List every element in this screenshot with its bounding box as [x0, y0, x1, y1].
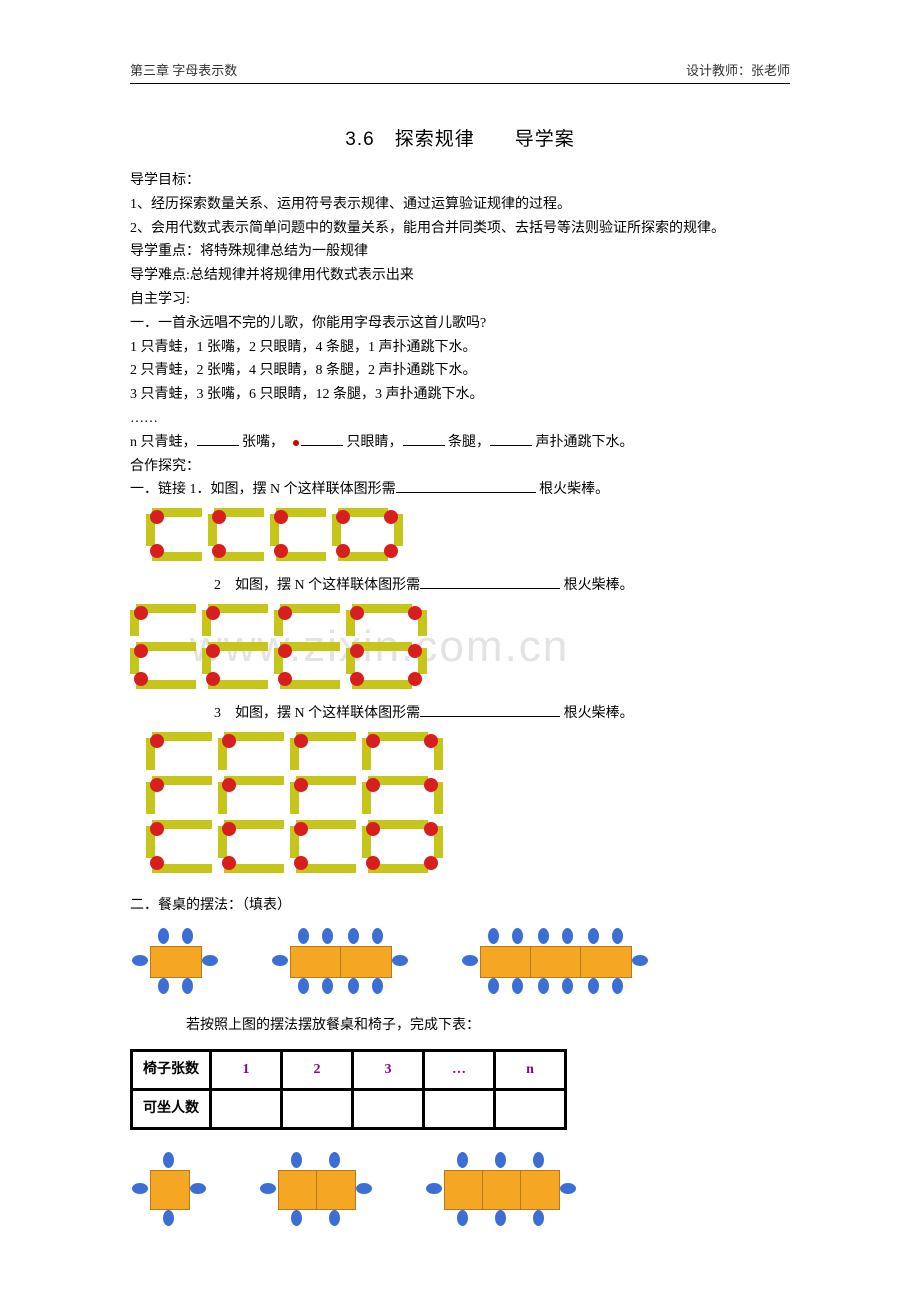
table-cell	[282, 1090, 353, 1129]
blank	[396, 478, 536, 493]
song-line-n: n 只青蛙， 张嘴， 只眼睛， 条腿， 声扑通跳下水。	[130, 431, 790, 455]
songn-a: n 只青蛙，	[130, 435, 197, 450]
table-cell: 3	[353, 1051, 424, 1090]
link1-b: 根火柴棒。	[539, 482, 609, 497]
difficulty: 导学难点:总结规律并将规律用代数式表示出来	[130, 264, 790, 288]
goal-1: 1、经历探索数量关系、运用符号表示规律、通过运算验证规律的过程。	[130, 193, 790, 217]
table-row: 可坐人数	[132, 1090, 566, 1129]
table-cell: 1	[211, 1051, 282, 1090]
link1: 一．链接 1．如图，摆 N 个这样联体图形需 根火柴棒。	[130, 478, 790, 502]
page: 第三章 字母表示数 设计教师：张老师 3.6 探索规律 导学案 导学目标： 1、…	[0, 0, 920, 1286]
songn-b: 张嘴，	[242, 435, 291, 450]
songn-d: 条腿，	[448, 435, 490, 450]
matchstick-figure-2	[130, 604, 790, 696]
table-cell	[495, 1090, 566, 1129]
header-left: 第三章 字母表示数	[130, 60, 237, 79]
page-header: 第三章 字母表示数 设计教师：张老师	[130, 60, 790, 84]
song-line-2: 2 只青蛙，2 张嘴，4 只眼睛，8 条腿，2 声扑通跳下水。	[130, 359, 790, 383]
link2-b: 根火柴棒。	[564, 578, 634, 593]
table-instruction: 若按照上图的摆法摆放餐桌和椅子，完成下表：	[130, 1014, 790, 1038]
link3: 3 如图，摆 N 个这样联体图形需 根火柴棒。	[130, 702, 790, 726]
matchstick-figure-1	[130, 508, 790, 568]
table-cell: n	[495, 1051, 566, 1090]
table-cell: …	[424, 1051, 495, 1090]
blank	[420, 702, 560, 717]
song-intro: 一．一首永远唱不完的儿歌，你能用字母表示这首儿歌吗?	[130, 312, 790, 336]
page-title: 3.6 探索规律 导学案	[130, 124, 790, 151]
link1-a: 一．链接 1．如图，摆 N 个这样联体图形需	[130, 482, 396, 497]
fill-table: 椅子张数 1 2 3 … n 可坐人数	[130, 1049, 567, 1130]
ellipsis: ……	[130, 407, 790, 431]
desk-arrangement-1	[130, 926, 790, 996]
table-cell	[424, 1090, 495, 1129]
link3-b: 根火柴棒。	[564, 706, 634, 721]
link2: 2 如图，摆 N 个这样联体图形需 根火柴棒。	[130, 574, 790, 598]
link2-a: 2 如图，摆 N 个这样联体图形需	[214, 578, 420, 593]
songn-e: 声扑通跳下水。	[536, 435, 634, 450]
red-dot-icon	[293, 440, 299, 446]
table-row: 椅子张数 1 2 3 … n	[132, 1051, 566, 1090]
blank	[420, 574, 560, 589]
body: 导学目标： 1、经历探索数量关系、运用符号表示规律、通过运算验证规律的过程。 2…	[130, 169, 790, 1228]
selfstudy-label: 自主学习:	[130, 288, 790, 312]
row-header: 可坐人数	[132, 1090, 211, 1129]
blank	[490, 431, 532, 446]
blank	[197, 431, 239, 446]
matchstick-figure-3	[130, 732, 790, 888]
goal-2: 2、会用代数式表示简单问题中的数量关系，能用合并同类项、去括号等法则验证所探索的…	[130, 217, 790, 241]
section2-label: 二．餐桌的摆法：（填表）	[130, 894, 790, 918]
link3-a: 3 如图，摆 N 个这样联体图形需	[214, 706, 420, 721]
header-right: 设计教师：张老师	[686, 60, 790, 79]
desk-arrangement-2	[130, 1150, 790, 1228]
coop-label: 合作探究：	[130, 455, 790, 479]
table-cell	[353, 1090, 424, 1129]
blank	[403, 431, 445, 446]
song-line-1: 1 只青蛙，1 张嘴，2 只眼睛，4 条腿，1 声扑通跳下水。	[130, 336, 790, 360]
table-cell	[211, 1090, 282, 1129]
blank	[301, 431, 343, 446]
song-line-3: 3 只青蛙，3 张嘴，6 只眼睛，12 条腿，3 声扑通跳下水。	[130, 383, 790, 407]
goals-label: 导学目标：	[130, 169, 790, 193]
keypoint: 导学重点：将特殊规律总结为一般规律	[130, 240, 790, 264]
songn-c: 只眼睛，	[347, 435, 403, 450]
row-header: 椅子张数	[132, 1051, 211, 1090]
table-cell: 2	[282, 1051, 353, 1090]
